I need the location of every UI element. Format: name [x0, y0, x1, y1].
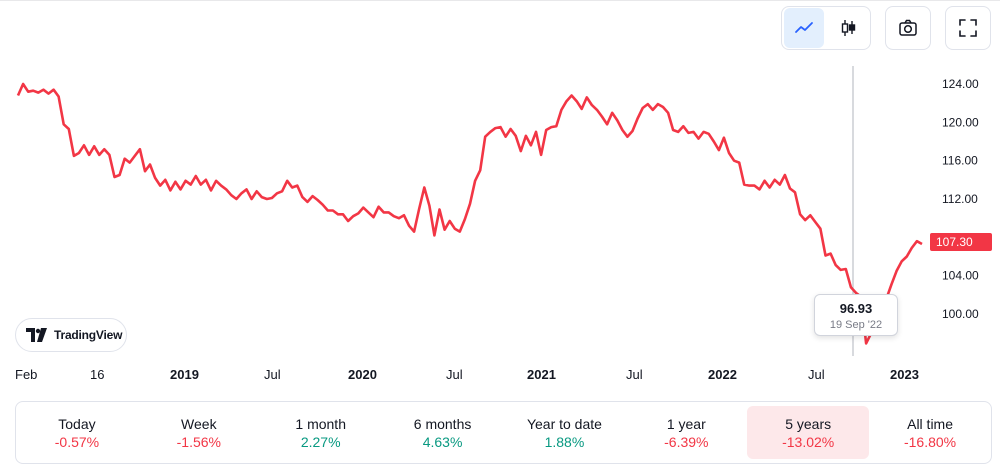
- period-week[interactable]: Week -1.56%: [138, 402, 260, 463]
- x-tick-label: 2023: [890, 367, 919, 382]
- candlestick-icon: [841, 20, 856, 36]
- period-change: -0.57%: [54, 433, 100, 450]
- period-year-to-date[interactable]: Year to date 1.88%: [504, 402, 626, 463]
- period-6-months[interactable]: 6 months 4.63%: [382, 402, 504, 463]
- x-tick-label: Jul: [446, 367, 463, 382]
- x-tick-label: Jul: [626, 367, 643, 382]
- y-tick-label: 104.00: [942, 269, 979, 283]
- period-all-time[interactable]: All time -16.80%: [869, 402, 991, 463]
- y-tick-label: 124.00: [942, 77, 979, 91]
- x-tick-label: 2020: [348, 367, 377, 382]
- period-5-years[interactable]: 5 years -13.02%: [747, 406, 870, 459]
- period-change: 4.63%: [422, 433, 463, 450]
- y-tick-label: 116.00: [942, 154, 978, 168]
- chart-type-toggle: [781, 6, 871, 50]
- fullscreen-group: [945, 6, 991, 50]
- period-change: 1.88%: [544, 433, 585, 450]
- x-tick-label: 2022: [708, 367, 737, 382]
- period-label: 1 year: [666, 415, 706, 432]
- tooltip-date: 19 Sep '22: [829, 319, 883, 331]
- tradingview-logo-icon: [26, 328, 47, 342]
- x-tick-label: Jul: [808, 367, 825, 382]
- period-label: 6 months: [413, 415, 472, 432]
- period-label: All time: [907, 415, 954, 432]
- period-1-month[interactable]: 1 month 2.27%: [260, 402, 382, 463]
- price-chart[interactable]: 124.00120.00116.00112.00108.00104.00100.…: [0, 56, 1000, 386]
- period-today[interactable]: Today -0.57%: [16, 402, 138, 463]
- top-divider: [0, 0, 1000, 1]
- period-change: -16.80%: [903, 433, 957, 450]
- x-tick-label: Feb: [15, 367, 37, 382]
- tooltip-value: 96.93: [839, 301, 873, 316]
- y-tick-label: 100.00: [942, 307, 979, 321]
- camera-icon: [899, 19, 917, 36]
- crosshair-tooltip: 96.93 19 Sep '22: [814, 294, 898, 336]
- period-change: -13.02%: [782, 433, 835, 450]
- period-label: Year to date: [526, 415, 602, 432]
- period-label: Today: [58, 415, 96, 432]
- y-tick-label: 112.00: [942, 192, 978, 206]
- period-1-year[interactable]: 1 year -6.39%: [625, 402, 747, 463]
- tradingview-badge[interactable]: TradingView: [15, 318, 127, 352]
- fullscreen-icon: [959, 19, 977, 37]
- x-tick-label: 2019: [170, 367, 199, 382]
- x-tick-label: 16: [90, 367, 104, 382]
- tradingview-label: TradingView: [54, 328, 123, 342]
- fullscreen-button[interactable]: [948, 8, 988, 48]
- x-tick-label: Jul: [264, 367, 281, 382]
- snapshot-group: [885, 6, 931, 50]
- period-selector: Today -0.57% Week -1.56% 1 month 2.27% 6 month…: [15, 401, 992, 464]
- period-change: -1.56%: [176, 433, 221, 450]
- price-chart-svg: 124.00120.00116.00112.00108.00104.00100.…: [15, 66, 979, 382]
- y-tick-label: 120.00: [942, 115, 979, 129]
- snapshot-button[interactable]: [888, 8, 928, 48]
- line-chart-button[interactable]: [784, 8, 824, 48]
- period-change: 2.27%: [300, 433, 341, 450]
- period-label: 5 years: [785, 415, 832, 432]
- line-chart-icon: [795, 22, 813, 33]
- period-change: -6.39%: [664, 433, 709, 450]
- x-tick-label: 2021: [527, 367, 556, 382]
- period-label: Week: [181, 415, 217, 432]
- candlestick-button[interactable]: [828, 8, 868, 48]
- last-price-tag: 107.30: [930, 233, 992, 251]
- price-line: [16, 82, 923, 345]
- period-label: 1 month: [295, 415, 346, 432]
